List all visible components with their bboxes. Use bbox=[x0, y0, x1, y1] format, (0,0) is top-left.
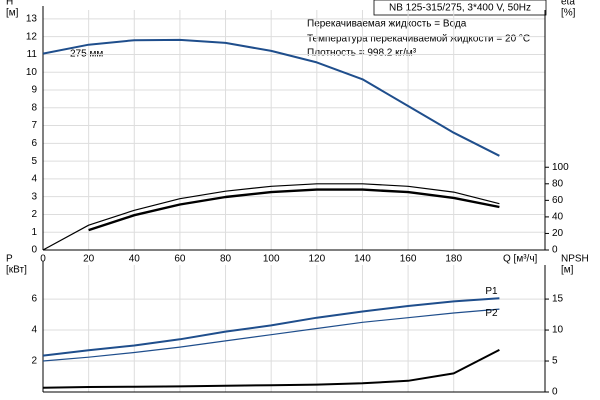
annotation: Перекачиваемая жидкость = Вода bbox=[307, 19, 467, 30]
annotation: Температура перекачиваемой жидкости = 20… bbox=[307, 34, 530, 45]
y2-tick-label: 15 bbox=[552, 294, 564, 305]
chart-title: NB 125-315/275, 3*400 V, 50Hz bbox=[389, 3, 531, 14]
x-tick-label: 60 bbox=[174, 254, 186, 265]
y2-axis-label: [%] bbox=[561, 8, 576, 19]
y-tick-label: 3 bbox=[31, 191, 37, 202]
y-tick-label: 13 bbox=[26, 14, 38, 25]
y-tick-label: 4 bbox=[31, 174, 37, 185]
y-tick-label: 0 bbox=[31, 245, 37, 256]
y2-tick-label: 40 bbox=[552, 212, 564, 223]
x-axis-label: Q [м³/ч] bbox=[503, 254, 538, 265]
x-tick-label: 160 bbox=[400, 254, 417, 265]
annotation: Плотность = 998.2 кг/м³ bbox=[307, 48, 417, 59]
curve bbox=[42, 38, 500, 157]
y-tick-label: 5 bbox=[31, 156, 37, 167]
curve bbox=[88, 188, 500, 232]
y2-axis-label: eta bbox=[561, 0, 575, 8]
y-tick-label: 6 bbox=[31, 294, 37, 305]
y2-tick-label: 10 bbox=[552, 325, 564, 336]
y2-axis-label: [м] bbox=[561, 265, 574, 276]
y-tick-label: 9 bbox=[31, 85, 37, 96]
y-axis-label: [кВт] bbox=[6, 265, 27, 276]
y-axis-label: P bbox=[6, 254, 13, 265]
y2-axis-label: NPSH bbox=[561, 254, 589, 265]
y2-tick-label: 60 bbox=[552, 195, 564, 206]
curve bbox=[42, 297, 500, 357]
y2-tick-label: 80 bbox=[552, 178, 564, 189]
y-tick-label: 4 bbox=[31, 325, 37, 336]
y2-tick-label: 20 bbox=[552, 228, 564, 239]
y-axis-label: [м] bbox=[6, 8, 19, 19]
series-label: P1 bbox=[485, 286, 498, 297]
y-tick-label: 1 bbox=[31, 227, 37, 238]
y-tick-label: 10 bbox=[26, 67, 38, 78]
y-tick-label: 2 bbox=[31, 356, 37, 367]
x-tick-label: 20 bbox=[83, 254, 95, 265]
title-box bbox=[373, 0, 547, 16]
x-tick-label: 80 bbox=[220, 254, 232, 265]
y2-tick-label: 100 bbox=[552, 162, 569, 173]
y-tick-label: 11 bbox=[27, 49, 38, 60]
x-tick-label: 140 bbox=[354, 254, 371, 265]
x-tick-label: 180 bbox=[445, 254, 462, 265]
y-tick-label: 2 bbox=[31, 209, 37, 220]
y-tick-label: 7 bbox=[31, 120, 37, 131]
y2-tick-label: 5 bbox=[552, 356, 558, 367]
curve bbox=[42, 308, 500, 362]
y-tick-label: 12 bbox=[26, 31, 38, 42]
y2-tick-label: 0 bbox=[552, 245, 558, 256]
x-tick-label: 100 bbox=[263, 254, 280, 265]
x-tick-label: 0 bbox=[40, 254, 46, 265]
series-label: P2 bbox=[485, 308, 498, 319]
x-tick-label: 40 bbox=[129, 254, 141, 265]
curve bbox=[42, 349, 500, 389]
y-tick-label: 8 bbox=[31, 102, 37, 113]
y2-tick-label: 0 bbox=[552, 387, 558, 398]
y-tick-label: 6 bbox=[31, 138, 37, 149]
curve bbox=[42, 183, 500, 251]
y-axis-label: H bbox=[6, 0, 13, 8]
x-tick-label: 120 bbox=[308, 254, 325, 265]
